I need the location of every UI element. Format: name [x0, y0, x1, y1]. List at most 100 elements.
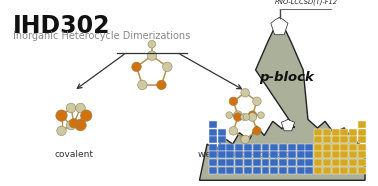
Bar [209, 129, 217, 136]
Bar [244, 159, 252, 166]
Bar [296, 159, 305, 166]
Bar [218, 151, 226, 158]
Bar [218, 136, 226, 143]
Bar [349, 144, 357, 151]
Bar [349, 167, 357, 174]
Bar [340, 129, 348, 136]
Text: PNO-LCCSD(T)-F12: PNO-LCCSD(T)-F12 [274, 0, 338, 5]
Circle shape [258, 112, 264, 118]
Bar [340, 167, 348, 174]
Bar [305, 144, 313, 151]
Bar [279, 159, 287, 166]
Circle shape [229, 97, 238, 106]
Bar [262, 167, 270, 174]
Bar [226, 167, 234, 174]
Bar [358, 159, 366, 166]
Bar [323, 167, 331, 174]
Bar [270, 159, 278, 166]
Circle shape [253, 126, 261, 135]
Circle shape [240, 114, 247, 120]
Bar [270, 167, 278, 174]
Bar [279, 144, 287, 151]
Bar [332, 151, 339, 158]
Bar [209, 167, 217, 174]
Bar [209, 121, 217, 128]
Bar [340, 151, 348, 158]
Bar [332, 136, 339, 143]
Text: Inorganic Heterocycle Dimerizations: Inorganic Heterocycle Dimerizations [13, 31, 190, 41]
Bar [226, 159, 234, 166]
Bar [288, 159, 296, 166]
Bar [305, 167, 313, 174]
Bar [279, 167, 287, 174]
Bar [358, 167, 366, 174]
Bar [235, 151, 243, 158]
Bar [235, 144, 243, 151]
Bar [314, 167, 322, 174]
Bar [288, 167, 296, 174]
Bar [209, 136, 217, 143]
Bar [209, 151, 217, 158]
Bar [349, 159, 357, 166]
Text: covalent: covalent [54, 150, 93, 159]
Bar [358, 129, 366, 136]
Circle shape [229, 126, 238, 135]
Bar [332, 144, 339, 151]
Bar [349, 136, 357, 143]
Bar [296, 151, 305, 158]
Bar [358, 136, 366, 143]
Bar [349, 151, 357, 158]
Circle shape [147, 51, 156, 60]
Circle shape [57, 126, 66, 136]
Bar [314, 129, 322, 136]
Polygon shape [281, 119, 294, 131]
Bar [244, 144, 252, 151]
Circle shape [156, 80, 166, 90]
Text: p-block: p-block [260, 71, 314, 84]
Circle shape [132, 62, 141, 72]
Bar [296, 167, 305, 174]
Bar [358, 144, 366, 151]
Circle shape [243, 114, 250, 120]
Circle shape [69, 118, 79, 128]
Bar [218, 167, 226, 174]
Circle shape [75, 119, 86, 131]
Bar [218, 159, 226, 166]
Bar [288, 144, 296, 151]
Bar [323, 129, 331, 136]
Bar [332, 129, 339, 136]
Bar [332, 159, 339, 166]
Bar [270, 151, 278, 158]
Text: IHD302: IHD302 [13, 14, 110, 38]
Bar [332, 167, 339, 174]
Bar [226, 144, 234, 151]
Bar [218, 129, 226, 136]
Circle shape [66, 120, 76, 130]
Circle shape [241, 89, 249, 97]
Circle shape [234, 111, 242, 119]
Bar [314, 151, 322, 158]
Text: weak donor-acceptor: weak donor-acceptor [198, 150, 293, 159]
Circle shape [226, 112, 232, 118]
Polygon shape [200, 18, 365, 180]
Bar [340, 136, 348, 143]
Bar [218, 144, 226, 151]
Bar [349, 129, 357, 136]
Bar [253, 151, 261, 158]
Bar [235, 159, 243, 166]
Circle shape [234, 113, 242, 121]
Bar [209, 144, 217, 151]
Circle shape [253, 97, 261, 106]
Bar [314, 159, 322, 166]
Polygon shape [271, 18, 288, 35]
Circle shape [248, 111, 257, 119]
Bar [235, 167, 243, 174]
Bar [226, 151, 234, 158]
Bar [288, 151, 296, 158]
Bar [340, 144, 348, 151]
Circle shape [148, 40, 156, 48]
Bar [305, 151, 313, 158]
Bar [314, 144, 322, 151]
Bar [262, 144, 270, 151]
Bar [253, 144, 261, 151]
